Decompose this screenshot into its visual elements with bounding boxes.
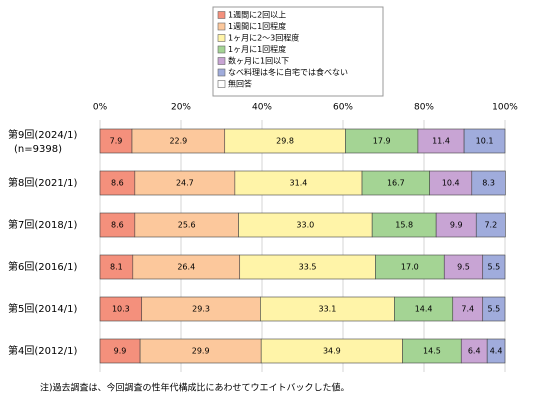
- legend-label: 1ヶ月に2～3回程度: [228, 33, 299, 43]
- bar-segment: [429, 170, 473, 196]
- data-label: 9.9: [450, 221, 463, 230]
- legend-swatch: [217, 57, 226, 65]
- bar-segment: [345, 128, 419, 154]
- bar-segment: [463, 128, 506, 154]
- data-label: 14.4: [415, 305, 433, 314]
- data-label: 17.9: [373, 137, 391, 146]
- x-tick-label: 60%: [333, 103, 353, 113]
- data-label: 7.2: [484, 221, 497, 230]
- y-tick-label: 第4回(2012/1): [8, 344, 77, 357]
- x-tick-label: 100%: [492, 103, 518, 113]
- data-label: 6.4: [468, 347, 481, 356]
- data-label: 14.5: [423, 347, 441, 356]
- bar-segment: [99, 338, 141, 364]
- bar-segment: [260, 338, 403, 364]
- bar-segment: [435, 212, 477, 238]
- bar-segment: [99, 212, 136, 238]
- legend-label: 1ヶ月に1回程度: [228, 44, 286, 54]
- legend-swatch: [217, 34, 226, 42]
- data-label: 29.8: [276, 137, 294, 146]
- data-label: 29.3: [192, 305, 210, 314]
- data-label: 24.7: [176, 179, 194, 188]
- data-label: 9.5: [457, 263, 470, 272]
- legend-swatch: [217, 80, 226, 88]
- data-label: 33.1: [319, 305, 337, 314]
- bar-segment: [482, 254, 506, 280]
- data-label: 31.4: [290, 179, 308, 188]
- bar-segment: [139, 338, 262, 364]
- bar-segment: [224, 128, 346, 154]
- data-label: 4.4: [490, 347, 503, 356]
- bar-segment: [417, 128, 465, 154]
- bar-segment: [99, 296, 143, 322]
- data-label: 25.6: [178, 221, 196, 230]
- data-label: 7.9: [110, 137, 123, 146]
- bar-segment: [402, 338, 462, 364]
- bar-segment: [471, 170, 506, 196]
- data-label: 22.9: [169, 137, 187, 146]
- data-label: 5.5: [487, 305, 500, 314]
- bar-segment: [141, 296, 261, 322]
- sample-label: (n=9398): [14, 144, 62, 155]
- bar-segment: [99, 170, 136, 196]
- x-tick-label: 80%: [414, 103, 434, 113]
- data-label: 33.5: [299, 263, 317, 272]
- data-label: 34.9: [323, 347, 341, 356]
- data-label: 11.4: [432, 137, 450, 146]
- data-label: 10.1: [476, 137, 494, 146]
- legend-swatch: [217, 22, 226, 31]
- bar-segment: [260, 296, 395, 322]
- y-tick-label: 第8回(2021/1): [8, 176, 77, 189]
- bar-segment: [134, 170, 236, 196]
- bar-segment: [371, 212, 437, 238]
- bar-segment: [361, 170, 430, 196]
- legend-label: 1週間に1回程度: [228, 21, 286, 31]
- footnote: 注)過去調査は、今回調査の性年代構成比にあわせてウエイトバックした値。: [40, 382, 350, 394]
- bar-segment: [394, 296, 454, 322]
- bar-segment: [475, 212, 506, 238]
- data-label: 26.4: [177, 263, 195, 272]
- data-label: 33.0: [296, 221, 314, 230]
- data-label: 10.4: [442, 179, 460, 188]
- legend-swatch: [217, 45, 226, 54]
- bar-segment: [375, 254, 445, 280]
- bar-segment: [234, 170, 363, 196]
- legend-label: 数ヶ月に1回以下: [228, 56, 289, 66]
- data-label: 17.0: [401, 263, 419, 272]
- data-label: 8.3: [482, 179, 495, 188]
- y-tick-label: 第5回(2014/1): [8, 302, 77, 315]
- data-label: 7.4: [461, 305, 474, 314]
- data-label: 29.9: [192, 347, 210, 356]
- x-tick-label: 20%: [171, 103, 191, 113]
- data-label: 8.6: [111, 179, 124, 188]
- data-label: 5.5: [487, 263, 500, 272]
- legend-swatch: [217, 11, 226, 19]
- legend-label: なべ料理は冬に自宅では食べない: [228, 67, 348, 77]
- bar-segment: [486, 338, 506, 364]
- data-label: 8.1: [110, 263, 123, 272]
- data-label: 15.8: [395, 221, 413, 230]
- y-tick-label: 第9回(2024/1): [8, 128, 77, 141]
- data-label: 16.7: [387, 179, 405, 188]
- legend-label: 1週間に2回以上: [228, 11, 286, 20]
- legend-box: [212, 6, 384, 97]
- legend-label: 無回答: [228, 79, 252, 89]
- data-label: 8.6: [111, 221, 124, 230]
- y-tick-label: 第6回(2016/1): [8, 260, 77, 273]
- x-tick-label: 0%: [93, 103, 108, 113]
- legend-swatch: [217, 68, 226, 77]
- data-label: 10.3: [112, 305, 130, 314]
- x-tick-label: 40%: [252, 103, 272, 113]
- y-tick-label: 第7回(2018/1): [8, 218, 77, 231]
- bar-segment: [132, 254, 241, 280]
- bar-segment: [443, 254, 484, 280]
- bar-segment: [482, 296, 506, 322]
- data-label: 9.9: [114, 347, 127, 356]
